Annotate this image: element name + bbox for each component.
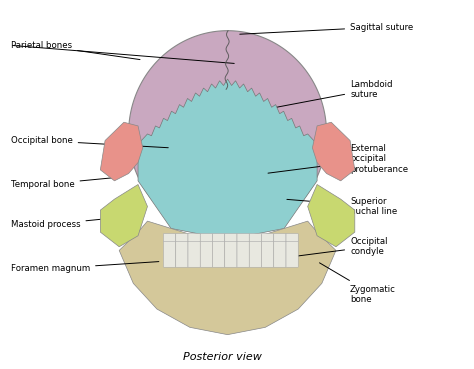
Text: Occipital bone: Occipital bone — [11, 136, 168, 148]
Text: Parietal bones: Parietal bones — [11, 41, 140, 59]
FancyBboxPatch shape — [188, 241, 200, 267]
Text: Superior
nuchal line: Superior nuchal line — [287, 197, 397, 216]
FancyBboxPatch shape — [262, 234, 274, 242]
Text: Zygomatic
bone: Zygomatic bone — [319, 263, 396, 304]
FancyBboxPatch shape — [274, 241, 286, 267]
FancyBboxPatch shape — [274, 234, 286, 242]
Text: Occipital
condyle: Occipital condyle — [287, 237, 388, 258]
FancyBboxPatch shape — [262, 241, 274, 267]
Text: Sagittal suture: Sagittal suture — [240, 23, 413, 34]
FancyBboxPatch shape — [225, 241, 237, 267]
FancyBboxPatch shape — [212, 241, 225, 267]
FancyBboxPatch shape — [176, 234, 188, 242]
Polygon shape — [119, 221, 336, 335]
FancyBboxPatch shape — [249, 234, 262, 242]
Text: Mastoid process: Mastoid process — [11, 218, 117, 229]
Polygon shape — [100, 184, 147, 247]
FancyBboxPatch shape — [164, 234, 176, 242]
FancyBboxPatch shape — [200, 234, 212, 242]
Text: Temporal bone: Temporal bone — [11, 177, 117, 189]
FancyBboxPatch shape — [249, 241, 262, 267]
Polygon shape — [308, 184, 355, 247]
Polygon shape — [138, 79, 317, 239]
FancyBboxPatch shape — [164, 241, 176, 267]
FancyBboxPatch shape — [188, 234, 200, 242]
FancyBboxPatch shape — [225, 234, 237, 242]
FancyBboxPatch shape — [176, 241, 188, 267]
Polygon shape — [100, 122, 143, 181]
Text: Posterior view: Posterior view — [183, 352, 262, 362]
FancyBboxPatch shape — [237, 241, 249, 267]
Polygon shape — [312, 122, 355, 181]
FancyBboxPatch shape — [286, 234, 298, 242]
Text: Lambdoid
suture: Lambdoid suture — [277, 80, 392, 107]
Text: External
occipital
protuberance: External occipital protuberance — [268, 144, 408, 174]
FancyBboxPatch shape — [212, 234, 225, 242]
FancyBboxPatch shape — [200, 241, 212, 267]
Polygon shape — [128, 31, 327, 236]
FancyBboxPatch shape — [237, 234, 249, 242]
FancyBboxPatch shape — [286, 241, 298, 267]
Text: Foramen magnum: Foramen magnum — [11, 262, 159, 273]
